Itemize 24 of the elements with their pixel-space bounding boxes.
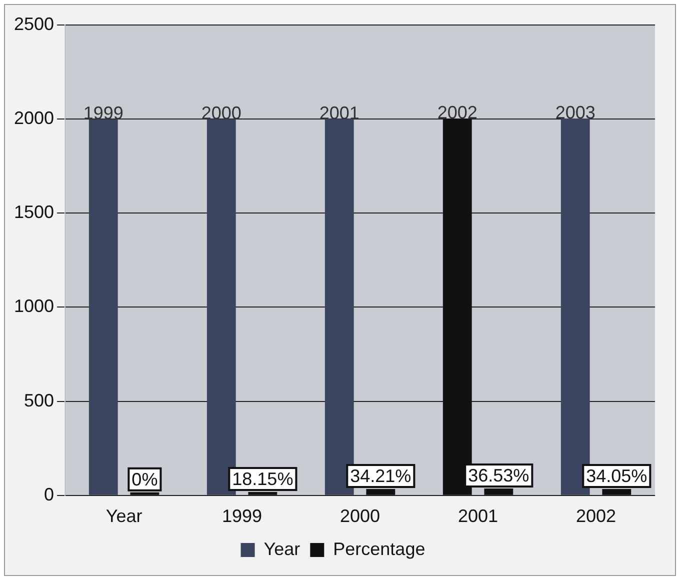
data-label: 0%	[132, 469, 158, 490]
data-label: 18.15%	[232, 468, 294, 489]
data-label: 34.05%	[586, 466, 648, 486]
data-label: 2003	[555, 102, 596, 122]
data-label: 2002	[437, 102, 478, 123]
x-tick-label: 2001	[458, 506, 498, 526]
x-tick-label: 2000	[340, 506, 380, 526]
data-label: 36.53%	[468, 465, 530, 486]
y-tick-label: 500	[24, 390, 54, 410]
x-tick-label: 2002	[576, 506, 616, 526]
y-tick-label: 1500	[14, 202, 54, 222]
bar	[88, 119, 118, 495]
x-tick-label: 1999	[222, 506, 262, 526]
y-tick-label: 2500	[14, 14, 54, 34]
y-tick-label: 0	[44, 484, 54, 504]
y-tick-label: 2000	[14, 108, 54, 128]
x-tick-label: Year	[106, 506, 142, 526]
legend-label: Year	[264, 538, 300, 559]
legend-label: Percentage	[333, 538, 426, 559]
data-label: 1999	[83, 103, 124, 124]
data-label: 2001	[319, 102, 360, 123]
data-label: 2000	[201, 103, 242, 124]
data-label: 34.21%	[350, 466, 412, 486]
y-tick-label: 1000	[14, 296, 54, 316]
